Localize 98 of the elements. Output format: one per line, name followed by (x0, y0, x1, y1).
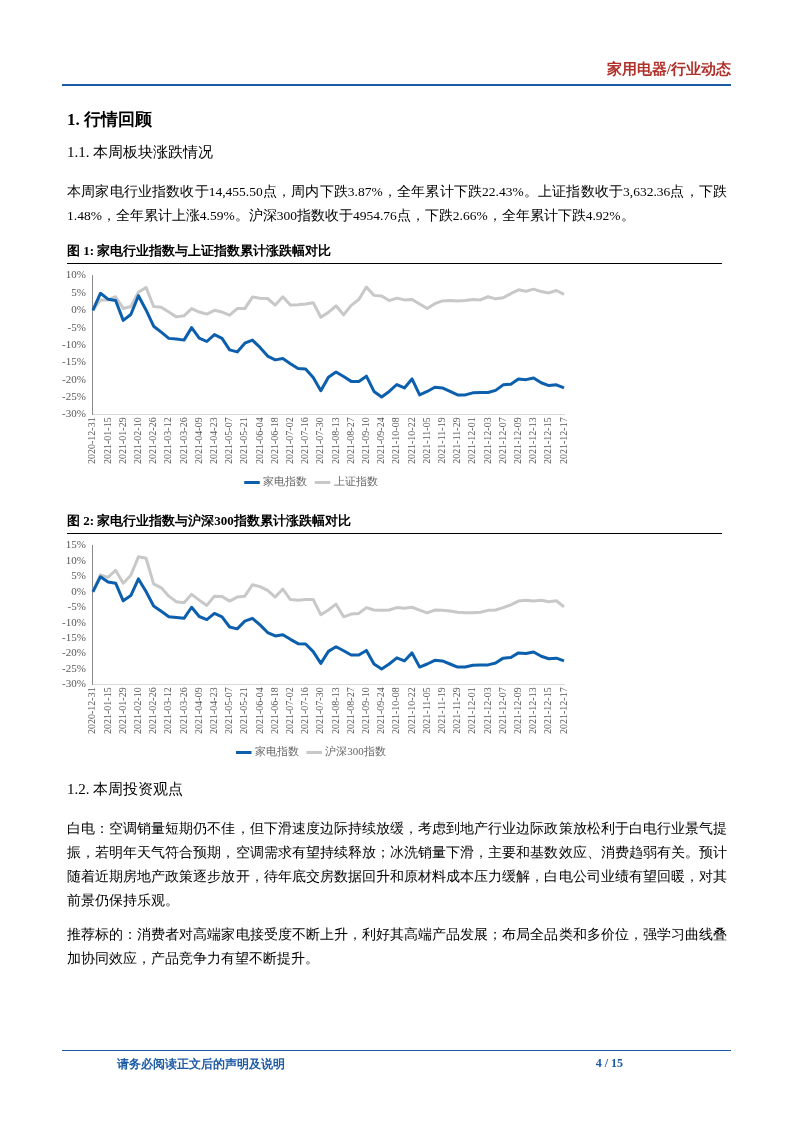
y-tick-label: -30% (62, 677, 86, 690)
x-tick-label: 2021-07-30 (314, 417, 326, 465)
x-tick-label: 2021-12-07 (496, 417, 508, 465)
x-tick-label: 2021-12-03 (481, 417, 493, 465)
y-tick-label: 5% (71, 285, 86, 298)
x-tick-label: 2021-09-24 (375, 687, 387, 735)
y-tick-label: 10% (65, 268, 86, 281)
x-tick-label: 2021-08-27 (344, 417, 356, 465)
x-tick-label: 2021-12-13 (527, 687, 539, 735)
x-tick-label: 2021-12-15 (542, 417, 554, 465)
x-tick-label: 2021-09-24 (375, 417, 387, 465)
x-tick-label: 2021-01-29 (116, 417, 128, 465)
x-tick-label: 2021-01-15 (101, 687, 113, 735)
x-tick-label: 2021-02-26 (147, 687, 159, 735)
x-tick-label: 2021-12-17 (557, 417, 569, 465)
x-tick-label: 2021-05-07 (223, 687, 235, 735)
y-tick-label: -10% (62, 615, 86, 628)
x-tick-label: 2021-08-13 (329, 687, 341, 735)
x-tick-label: 2021-12-09 (512, 687, 524, 735)
x-tick-label: 2021-12-01 (466, 687, 478, 735)
x-tick-label: 2021-08-27 (344, 687, 356, 735)
legend-label: 上证指数 (333, 475, 378, 488)
text: 白电：空调销量短期仍不佳，但下滑速度边际持续放缓，考虑到地产行业边际政策放松利于白电行业景气提振，若明年天气符合预期，空调需求有望持续释放；冰洗销量下滑，主要和基数效应、消费趋弱有关。预计随着近期房地产政策逐步放开，待年底交房数据回升和原材料成本压力缓解，白电公司业绩有望回暖，对其前景仍保持乐观。 (67, 820, 727, 910)
x-tick-label: 2021-07-02 (284, 417, 296, 465)
x-tick-label: 2021-08-13 (329, 417, 341, 465)
x-tick-label: 2021-09-10 (360, 417, 372, 465)
y-tick-label: -10% (62, 337, 86, 350)
legend-label: 家电指数 (254, 745, 299, 758)
y-tick-label: -15% (62, 355, 86, 368)
y-tick-label: -25% (62, 389, 86, 402)
text: 1.2. 本周投资观点 (67, 780, 185, 799)
x-tick-label: 2021-11-19 (436, 687, 448, 734)
x-tick-label: 2020-12-31 (86, 417, 98, 465)
x-tick-label: 2021-12-13 (527, 417, 539, 465)
x-tick-label: 2021-07-02 (284, 687, 296, 735)
y-tick-label: 5% (71, 569, 86, 582)
x-tick-label: 2021-05-21 (238, 417, 250, 465)
y-tick-label: 0% (71, 303, 86, 316)
x-tick-label: 2021-04-23 (208, 687, 220, 735)
x-tick-label: 2020-12-31 (86, 687, 98, 735)
x-tick-label: 2021-06-18 (268, 417, 280, 465)
y-tick-label: -15% (62, 630, 86, 643)
x-tick-label: 2021-03-26 (177, 417, 189, 465)
x-tick-label: 2021-01-29 (116, 687, 128, 735)
x-tick-label: 2021-03-26 (177, 687, 189, 735)
x-tick-label: 2021-11-05 (420, 417, 432, 464)
x-tick-label: 2021-02-10 (132, 417, 144, 465)
legend-label: 沪深300指数 (325, 745, 386, 758)
x-tick-label: 2021-06-04 (253, 687, 265, 735)
x-tick-label: 2021-04-09 (192, 417, 204, 465)
chart-title: 图 2: 家电行业指数与沪深300指数累计涨跌幅对比 (67, 512, 722, 534)
x-tick-label: 2021-04-09 (192, 687, 204, 735)
x-tick-label: 2021-06-18 (268, 687, 280, 735)
x-tick-label: 2021-07-16 (299, 417, 311, 465)
x-tick-label: 2021-12-09 (512, 417, 524, 465)
text: 4 / 15 (595, 1056, 623, 1071)
x-tick-label: 2021-10-22 (405, 687, 417, 735)
y-tick-label: -5% (67, 320, 86, 333)
x-tick-label: 2021-12-15 (542, 687, 554, 735)
x-tick-label: 2021-11-29 (451, 687, 463, 734)
x-tick-label: 2021-07-30 (314, 687, 326, 735)
x-tick-label: 2021-11-05 (420, 687, 432, 734)
text: 推荐标的：消费者对高端家电接受度不断上升，利好其高端产品发展；布局全品类和多价位，强学习曲线叠加协同效应，产品竞争力有望不断提升。 (67, 926, 727, 968)
y-tick-label: -25% (62, 661, 86, 674)
x-tick-label: 2021-12-17 (557, 687, 569, 735)
x-tick-label: 2021-02-10 (132, 687, 144, 735)
text: 1.1. 本周板块涨跌情况 (67, 143, 215, 162)
text: 家用电器/行业动态 (606, 60, 731, 79)
y-tick-label: -30% (62, 407, 86, 420)
x-tick-label: 2021-03-12 (162, 687, 174, 735)
y-tick-label: -5% (67, 600, 86, 613)
x-tick-label: 2021-05-21 (238, 687, 250, 735)
x-tick-label: 2021-11-19 (436, 417, 448, 464)
x-tick-label: 2021-02-26 (147, 417, 159, 465)
y-tick-label: -20% (62, 646, 86, 659)
chart-title: 图 1: 家电行业指数与上证指数累计涨跌幅对比 (67, 242, 722, 264)
y-tick-label: -20% (62, 372, 86, 385)
text: 1. 行情回顾 (67, 109, 153, 131)
x-tick-label: 2021-11-29 (451, 417, 463, 464)
x-tick-label: 2021-03-12 (162, 417, 174, 465)
x-tick-label: 2021-04-23 (208, 417, 220, 465)
x-tick-label: 2021-12-01 (466, 417, 478, 465)
x-tick-label: 2021-10-08 (390, 417, 402, 465)
legend-label: 家电指数 (263, 475, 307, 488)
y-tick-label: 0% (71, 584, 86, 597)
y-tick-label: 15% (65, 538, 86, 551)
x-tick-label: 2021-05-07 (223, 417, 235, 465)
x-tick-label: 2021-06-04 (253, 417, 265, 465)
text: 本周家电行业指数收于14,455.50点，周内下跌3.87%，全年累计下跌22.43%。上证指数收于3,632.36点，下跌1.48%，全年累计上涨4.59%。沪深300指数收于4954.76点，下跌2.66%，全年累计下跌4.92%。 (67, 183, 727, 225)
text: 请务必阅读正文后的声明及说明 (117, 1056, 285, 1073)
y-tick-label: 10% (65, 553, 86, 566)
x-tick-label: 2021-12-03 (481, 687, 493, 735)
x-tick-label: 2021-01-15 (101, 417, 113, 465)
x-tick-label: 2021-10-08 (390, 687, 402, 735)
x-tick-label: 2021-10-22 (405, 417, 417, 465)
x-tick-label: 2021-07-16 (299, 687, 311, 735)
x-tick-label: 2021-09-10 (360, 687, 372, 735)
x-tick-label: 2021-12-07 (496, 687, 508, 735)
